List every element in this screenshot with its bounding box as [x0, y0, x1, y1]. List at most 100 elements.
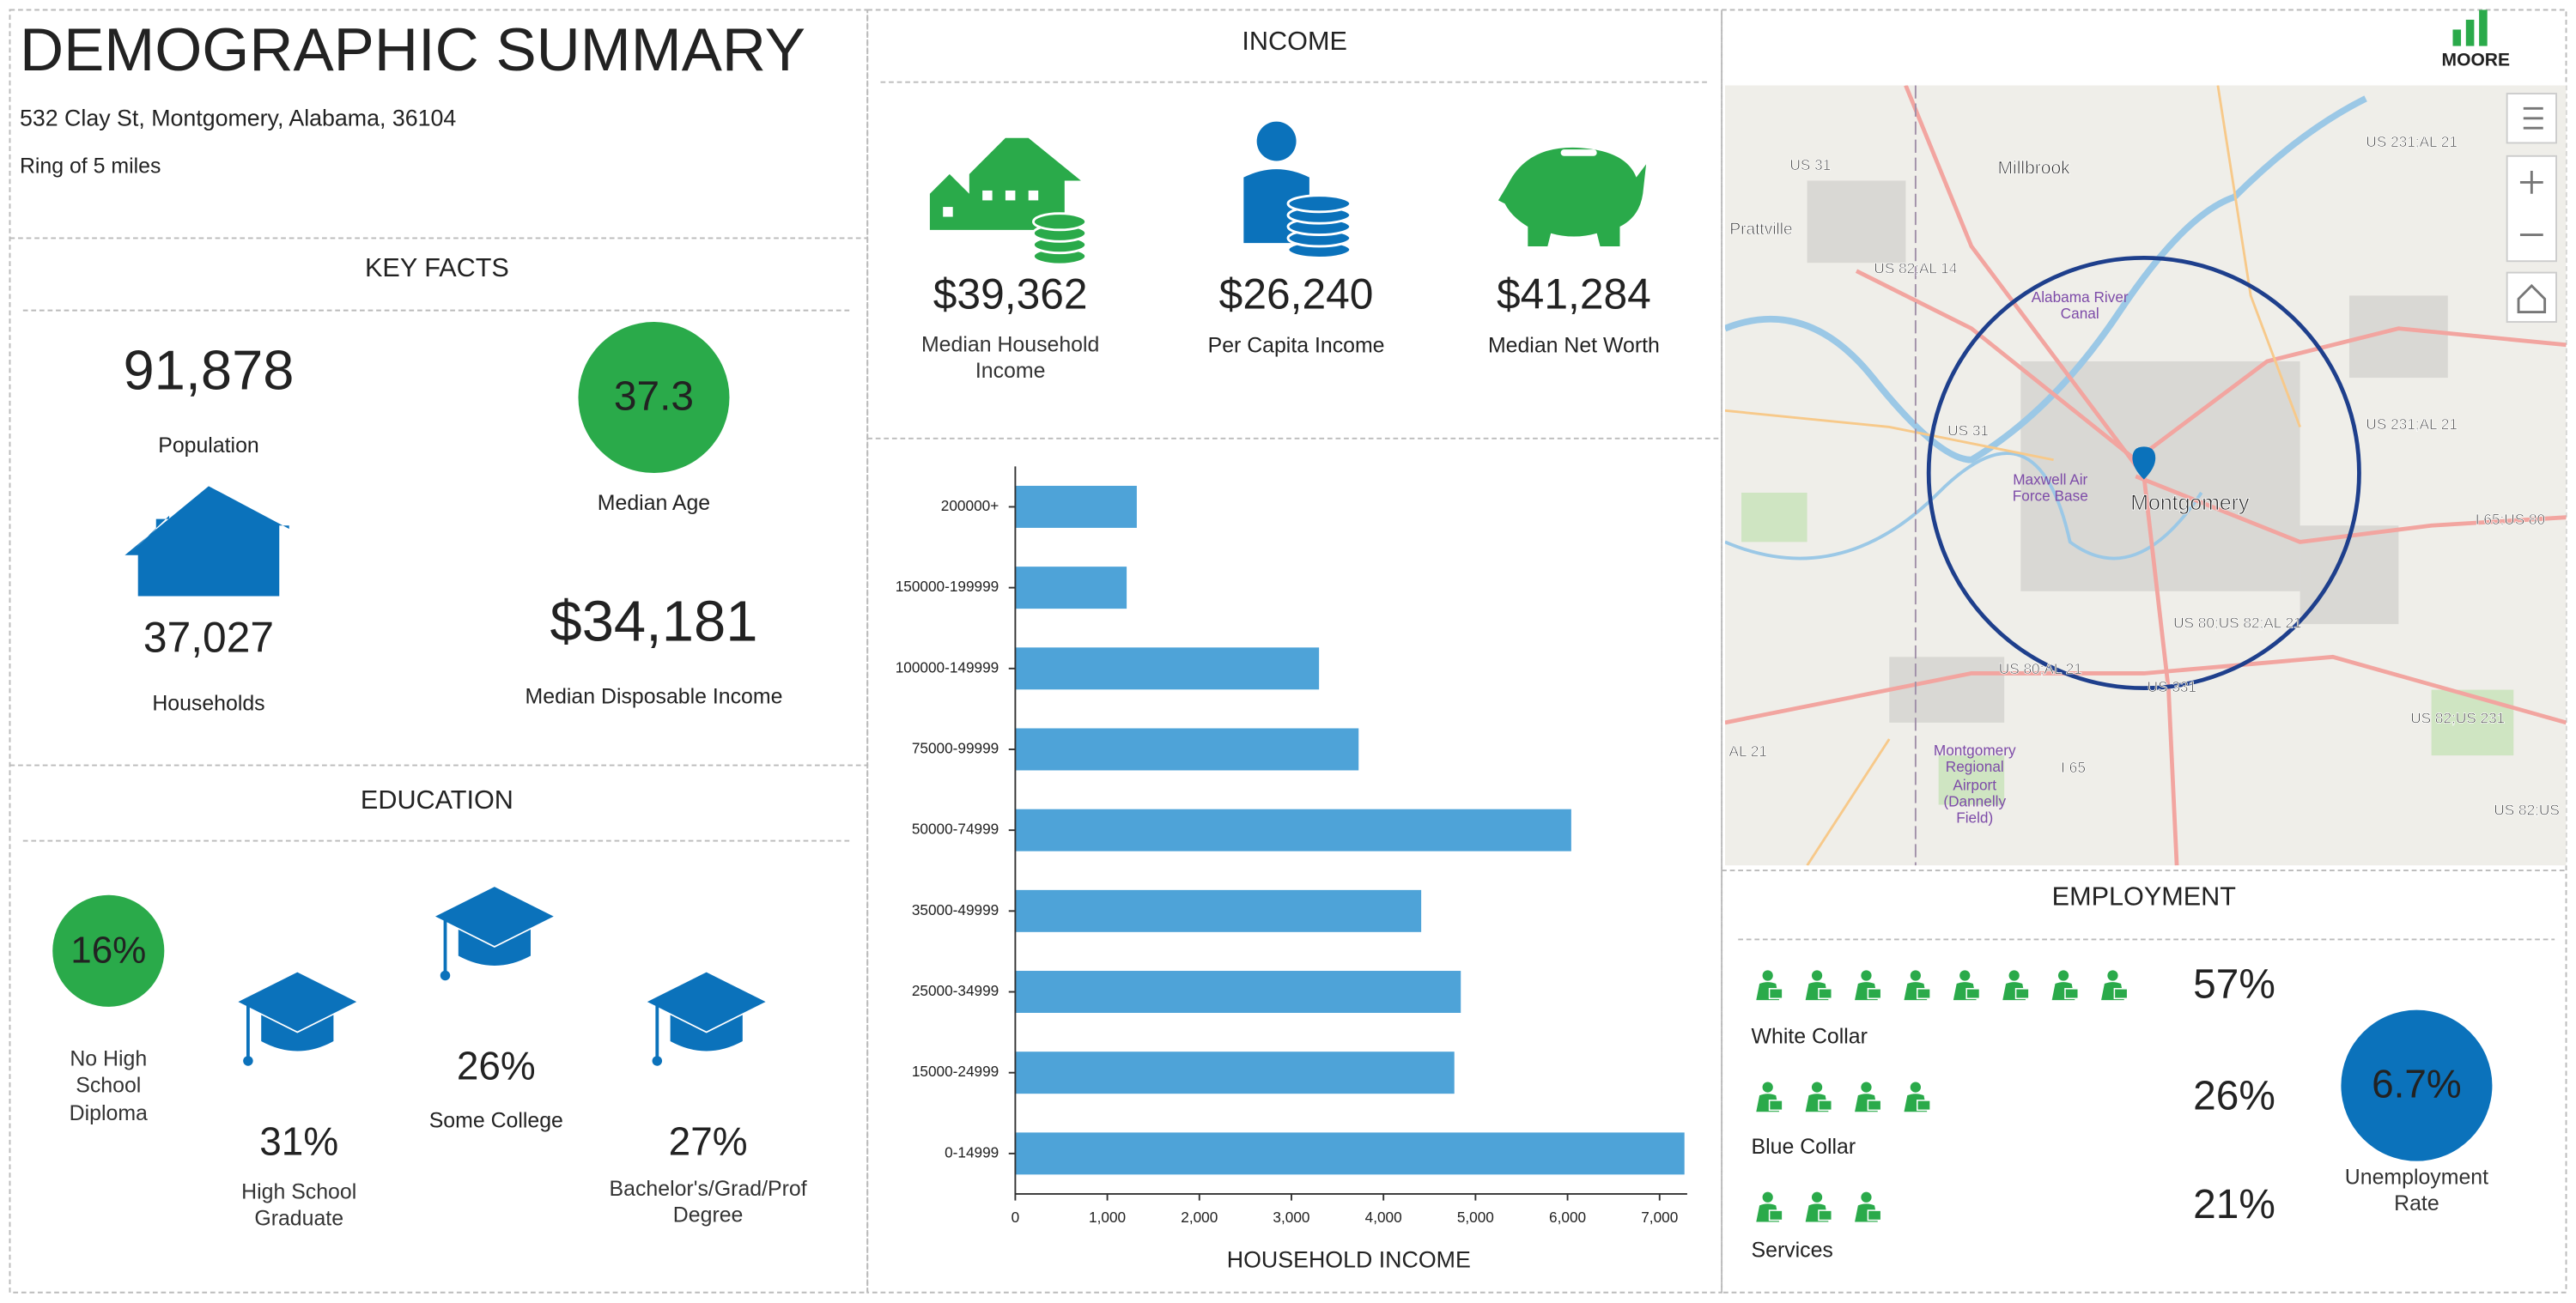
- map-label: Millbrook: [1998, 159, 2071, 179]
- emp-label: White Collar: [1752, 1025, 1868, 1049]
- income-value: $26,240: [1219, 270, 1374, 318]
- bar: [1015, 889, 1422, 932]
- stat-label: Population: [158, 433, 258, 458]
- section-title: INCOME: [1242, 27, 1346, 56]
- map-label: US 82;US 231: [2410, 710, 2505, 727]
- x-tick-label: 5,000: [1457, 1209, 1494, 1226]
- age-circle: [578, 322, 730, 474]
- map-label: US 31: [1947, 422, 1989, 439]
- worker-icon: [1953, 969, 1981, 1001]
- y-tick-label: 150000-199999: [896, 578, 999, 595]
- worker-icon: [2100, 969, 2129, 1001]
- map-label-box: Montgomery Regional Airport (Dannelly Fi…: [1933, 742, 2016, 827]
- map-label: US 80;US 82;AL 21: [2173, 615, 2302, 632]
- map-label: Montgomery Regional Airport (Dannelly Fi…: [1933, 742, 2016, 827]
- edu-label: Bachelor's/Grad/Prof Degree: [609, 1175, 807, 1227]
- x-tick-label: 3,000: [1273, 1209, 1309, 1226]
- map-label: Montgomery: [2130, 491, 2250, 515]
- panel-frames: [9, 9, 2567, 1294]
- edu-label: No High School Diploma: [69, 1045, 148, 1124]
- x-tick-label: 6,000: [1549, 1209, 1586, 1226]
- map-label: AL 21: [1729, 742, 1767, 760]
- worker-icon: [1804, 1081, 1833, 1113]
- stat-value: $34,181: [550, 590, 757, 654]
- income-value: $39,362: [933, 270, 1088, 318]
- x-tick-label: 2,000: [1181, 1209, 1218, 1226]
- income-label: Median Net Worth: [1488, 333, 1660, 357]
- logo: MOORE: [2442, 9, 2510, 70]
- edu-label-box: Bachelor's/Grad/Prof Degree: [609, 1175, 807, 1227]
- bar: [1015, 647, 1320, 690]
- x-tick-label: 0: [1012, 1209, 1020, 1226]
- bar: [1015, 1051, 1455, 1094]
- income-label: Per Capita Income: [1208, 333, 1385, 357]
- x-axis-label: HOUSEHOLD INCOME: [1227, 1246, 1471, 1272]
- income-piggy-icon: [1498, 147, 1647, 246]
- ring: Ring of 5 miles: [20, 155, 161, 179]
- cap-icon: [236, 970, 359, 1068]
- stat-label: Households: [152, 691, 264, 715]
- worker-icon: [2050, 969, 2080, 1001]
- section-title: EMPLOYMENT: [2052, 882, 2236, 912]
- emp-value: 57%: [2193, 962, 2275, 1008]
- section-title: EDUCATION: [361, 785, 513, 815]
- title: DEMOGRAPHIC SUMMARY: [20, 16, 805, 84]
- y-tick-label: 25000-34999: [912, 982, 999, 999]
- emp-value: 21%: [2193, 1182, 2275, 1227]
- y-tick-label: 35000-49999: [912, 901, 999, 918]
- stat-value: 37,027: [143, 613, 274, 661]
- y-tick-label: 75000-99999: [912, 740, 999, 757]
- unemployment-label-box: Unemployment Rate: [2344, 1164, 2489, 1216]
- map-label-box: Alabama River Canal: [2031, 288, 2129, 323]
- cap-icon: [645, 970, 768, 1068]
- income-label: Median Household Income: [920, 331, 1100, 384]
- worker-icon: [1804, 1191, 1833, 1223]
- worker-icon: [1755, 1081, 1783, 1113]
- y-tick-label: 0-14999: [945, 1143, 999, 1161]
- map-label: US 231;AL 21: [2366, 133, 2457, 150]
- x-tick-label: 7,000: [1641, 1209, 1678, 1226]
- worker-icon: [1755, 969, 1783, 1001]
- income-label-box: Median Household Income: [920, 331, 1100, 384]
- bar: [1015, 728, 1359, 771]
- map-label: US 80;AL 21: [1999, 660, 2082, 677]
- y-tick-label: 200000+: [941, 497, 999, 514]
- x-tick-label: 1,000: [1089, 1209, 1126, 1226]
- edu-circle: [52, 894, 165, 1007]
- map: US 31 Millbrook US 231;AL 21 Prattville US 8…: [1724, 85, 2567, 866]
- logo-text: MOORE: [2442, 50, 2510, 70]
- map-label: Prattville: [1729, 221, 1792, 239]
- map-label: US 82;US: [2494, 802, 2560, 819]
- house-icon: [125, 486, 289, 597]
- map-label: Alabama River Canal: [2031, 288, 2129, 323]
- section-title: KEY FACTS: [365, 253, 509, 282]
- map-label: US 331: [2148, 678, 2196, 695]
- y-tick-label: 100000-149999: [896, 658, 999, 676]
- bar: [1015, 567, 1127, 609]
- edu-value: 26%: [457, 1044, 536, 1088]
- worker-icon: [1755, 1191, 1783, 1223]
- edu-label-box: High School Graduate: [241, 1179, 356, 1231]
- piggy-slot: [1560, 149, 1597, 156]
- unemployment-value: 6.7%: [2372, 1062, 2462, 1106]
- emp-label: Services: [1752, 1238, 1833, 1262]
- worker-icon: [1854, 969, 1882, 1001]
- income-house-icon: [929, 137, 1088, 266]
- edu-value: 16%: [70, 929, 146, 971]
- worker-icon: [1804, 969, 1833, 1001]
- worker-icon: [1854, 1081, 1882, 1113]
- map-label: I 65: [2061, 759, 2086, 776]
- unemployment-circle: [2341, 1009, 2493, 1161]
- y-tick-label: 15000-24999: [912, 1063, 999, 1080]
- edu-value: 31%: [259, 1119, 338, 1164]
- worker-icon: [2002, 969, 2030, 1001]
- income-person-icon: [1243, 121, 1352, 259]
- bar: [1015, 809, 1571, 851]
- bar: [1015, 971, 1461, 1013]
- unemployment-label: Unemployment Rate: [2344, 1164, 2489, 1216]
- worker-icon: [1903, 969, 1931, 1001]
- cap-icon: [434, 885, 556, 983]
- stat-value: 37.3: [614, 374, 694, 420]
- income-chart: HOUSEHOLD INCOME 200000+ 150000-199999 100…: [896, 466, 1687, 1272]
